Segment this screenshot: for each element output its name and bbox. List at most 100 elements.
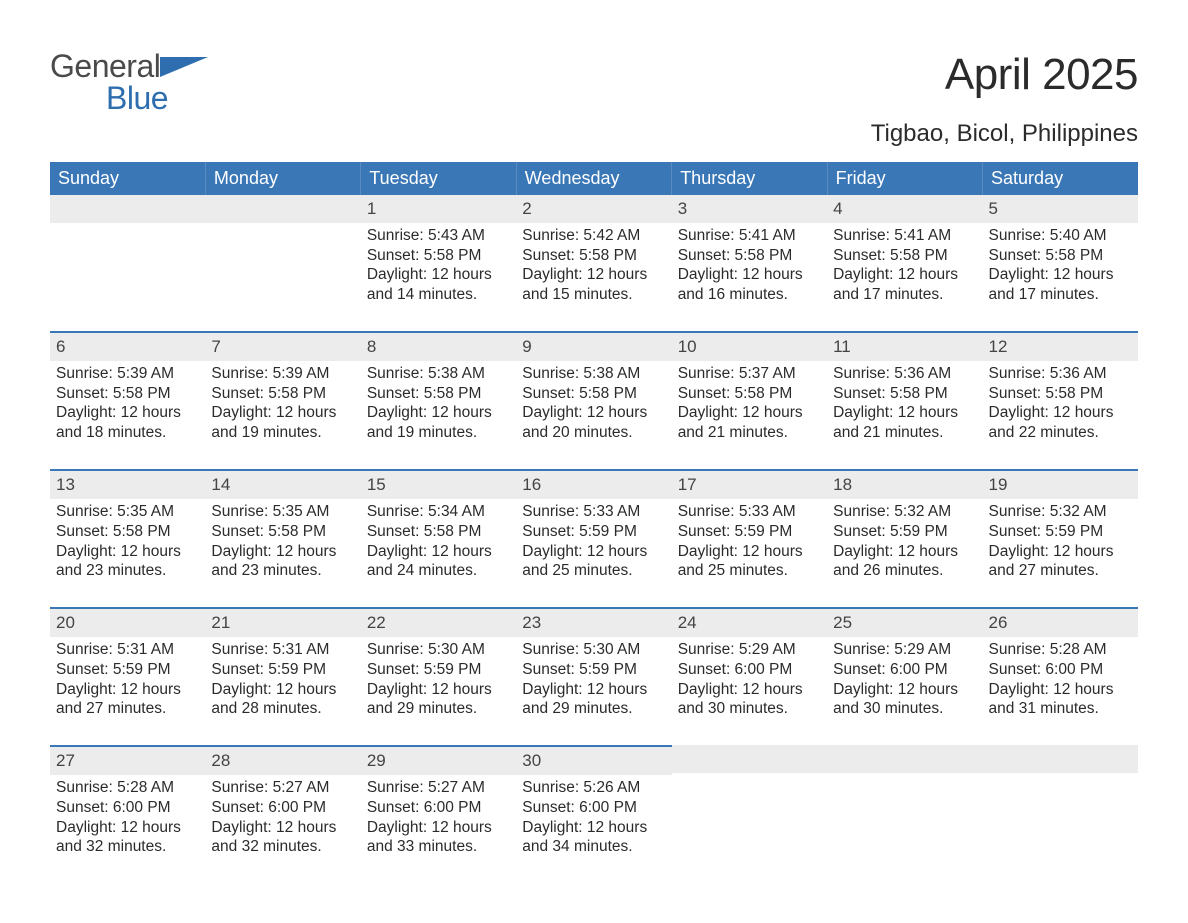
- day-number: 4: [827, 195, 982, 223]
- daylight-line: Daylight: 12 hours and 26 minutes.: [833, 542, 976, 582]
- sunset-line: Sunset: 5:58 PM: [678, 384, 821, 404]
- day-cell: Sunrise: 5:32 AMSunset: 5:59 PMDaylight:…: [983, 499, 1138, 607]
- daylight-line: Daylight: 12 hours and 33 minutes.: [367, 818, 510, 858]
- sunrise-line: Sunrise: 5:28 AM: [989, 640, 1132, 660]
- empty-day: [672, 745, 827, 773]
- day-cell: Sunrise: 5:41 AMSunset: 5:58 PMDaylight:…: [672, 223, 827, 331]
- day-cell: Sunrise: 5:35 AMSunset: 5:58 PMDaylight:…: [50, 499, 205, 607]
- day-cell: Sunrise: 5:36 AMSunset: 5:58 PMDaylight:…: [827, 361, 982, 469]
- day-number: 21: [205, 607, 360, 637]
- day-number: 10: [672, 331, 827, 361]
- daylight-line: Daylight: 12 hours and 25 minutes.: [522, 542, 665, 582]
- sunset-line: Sunset: 5:58 PM: [367, 384, 510, 404]
- daylight-line: Daylight: 12 hours and 17 minutes.: [833, 265, 976, 305]
- sunrise-line: Sunrise: 5:41 AM: [678, 226, 821, 246]
- daylight-line: Daylight: 12 hours and 19 minutes.: [211, 403, 354, 443]
- day-number: 29: [361, 745, 516, 775]
- daylight-line: Daylight: 12 hours and 21 minutes.: [678, 403, 821, 443]
- sunset-line: Sunset: 5:58 PM: [678, 246, 821, 266]
- sunset-line: Sunset: 5:58 PM: [522, 384, 665, 404]
- sunrise-line: Sunrise: 5:36 AM: [989, 364, 1132, 384]
- weekday-header: Friday: [827, 162, 982, 195]
- day-number: 7: [205, 331, 360, 361]
- info-row: Sunrise: 5:43 AMSunset: 5:58 PMDaylight:…: [50, 223, 1138, 331]
- day-cell: Sunrise: 5:37 AMSunset: 5:58 PMDaylight:…: [672, 361, 827, 469]
- sunrise-line: Sunrise: 5:30 AM: [522, 640, 665, 660]
- day-cell: Sunrise: 5:43 AMSunset: 5:58 PMDaylight:…: [361, 223, 516, 331]
- daylight-line: Daylight: 12 hours and 18 minutes.: [56, 403, 199, 443]
- sunset-line: Sunset: 6:00 PM: [211, 798, 354, 818]
- day-cell: Sunrise: 5:32 AMSunset: 5:59 PMDaylight:…: [827, 499, 982, 607]
- empty-day: [827, 745, 982, 773]
- sunset-line: Sunset: 5:58 PM: [211, 522, 354, 542]
- weekday-header: Sunday: [50, 162, 205, 195]
- sunrise-line: Sunrise: 5:32 AM: [833, 502, 976, 522]
- sunset-line: Sunset: 6:00 PM: [678, 660, 821, 680]
- day-cell: Sunrise: 5:35 AMSunset: 5:58 PMDaylight:…: [205, 499, 360, 607]
- sunrise-line: Sunrise: 5:40 AM: [989, 226, 1132, 246]
- title-block: April 2025: [945, 50, 1138, 100]
- sunset-line: Sunset: 5:58 PM: [56, 522, 199, 542]
- empty-day: [50, 195, 205, 223]
- day-number: 15: [361, 469, 516, 499]
- daylight-line: Daylight: 12 hours and 30 minutes.: [678, 680, 821, 720]
- sunset-line: Sunset: 5:59 PM: [989, 522, 1132, 542]
- sunrise-line: Sunrise: 5:31 AM: [211, 640, 354, 660]
- daylight-line: Daylight: 12 hours and 31 minutes.: [989, 680, 1132, 720]
- daylight-line: Daylight: 12 hours and 25 minutes.: [678, 542, 821, 582]
- day-cell: Sunrise: 5:29 AMSunset: 6:00 PMDaylight:…: [672, 637, 827, 745]
- sunset-line: Sunset: 5:59 PM: [522, 660, 665, 680]
- calendar-page: General Blue April 2025 Tigbao, Bicol, P…: [0, 0, 1188, 923]
- daylight-line: Daylight: 12 hours and 16 minutes.: [678, 265, 821, 305]
- day-number: 20: [50, 607, 205, 637]
- day-cell: Sunrise: 5:26 AMSunset: 6:00 PMDaylight:…: [516, 775, 671, 883]
- day-cell: [983, 775, 1138, 883]
- info-row: Sunrise: 5:39 AMSunset: 5:58 PMDaylight:…: [50, 361, 1138, 469]
- day-number: 26: [983, 607, 1138, 637]
- day-number: 3: [672, 195, 827, 223]
- sunset-line: Sunset: 5:58 PM: [56, 384, 199, 404]
- sunrise-line: Sunrise: 5:35 AM: [56, 502, 199, 522]
- daylight-line: Daylight: 12 hours and 32 minutes.: [56, 818, 199, 858]
- sunset-line: Sunset: 5:59 PM: [56, 660, 199, 680]
- day-number: 17: [672, 469, 827, 499]
- day-cell: [827, 775, 982, 883]
- empty-day: [983, 745, 1138, 773]
- sunset-line: Sunset: 6:00 PM: [989, 660, 1132, 680]
- day-number: 14: [205, 469, 360, 499]
- day-cell: [672, 775, 827, 883]
- daynum-row: 12345: [50, 195, 1138, 223]
- day-cell: Sunrise: 5:27 AMSunset: 6:00 PMDaylight:…: [361, 775, 516, 883]
- weekday-header: Wednesday: [516, 162, 671, 195]
- sunrise-line: Sunrise: 5:28 AM: [56, 778, 199, 798]
- day-cell: Sunrise: 5:38 AMSunset: 5:58 PMDaylight:…: [516, 361, 671, 469]
- daylight-line: Daylight: 12 hours and 24 minutes.: [367, 542, 510, 582]
- sunrise-line: Sunrise: 5:39 AM: [211, 364, 354, 384]
- sunrise-line: Sunrise: 5:27 AM: [211, 778, 354, 798]
- sunrise-line: Sunrise: 5:34 AM: [367, 502, 510, 522]
- daylight-line: Daylight: 12 hours and 27 minutes.: [56, 680, 199, 720]
- daylight-line: Daylight: 12 hours and 34 minutes.: [522, 818, 665, 858]
- sunset-line: Sunset: 5:58 PM: [522, 246, 665, 266]
- day-number: 25: [827, 607, 982, 637]
- sunrise-line: Sunrise: 5:33 AM: [678, 502, 821, 522]
- day-cell: Sunrise: 5:29 AMSunset: 6:00 PMDaylight:…: [827, 637, 982, 745]
- sunset-line: Sunset: 5:58 PM: [833, 246, 976, 266]
- daylight-line: Daylight: 12 hours and 32 minutes.: [211, 818, 354, 858]
- day-cell: Sunrise: 5:36 AMSunset: 5:58 PMDaylight:…: [983, 361, 1138, 469]
- day-cell: Sunrise: 5:38 AMSunset: 5:58 PMDaylight:…: [361, 361, 516, 469]
- sunrise-line: Sunrise: 5:30 AM: [367, 640, 510, 660]
- daylight-line: Daylight: 12 hours and 23 minutes.: [56, 542, 199, 582]
- daylight-line: Daylight: 12 hours and 23 minutes.: [211, 542, 354, 582]
- sunrise-line: Sunrise: 5:39 AM: [56, 364, 199, 384]
- day-number: 13: [50, 469, 205, 499]
- daylight-line: Daylight: 12 hours and 20 minutes.: [522, 403, 665, 443]
- sunset-line: Sunset: 6:00 PM: [522, 798, 665, 818]
- day-number: 2: [516, 195, 671, 223]
- day-number: 18: [827, 469, 982, 499]
- sunset-line: Sunset: 5:58 PM: [367, 522, 510, 542]
- daylight-line: Daylight: 12 hours and 27 minutes.: [989, 542, 1132, 582]
- weekday-header: Saturday: [983, 162, 1138, 195]
- sunrise-line: Sunrise: 5:32 AM: [989, 502, 1132, 522]
- day-number: 1: [361, 195, 516, 223]
